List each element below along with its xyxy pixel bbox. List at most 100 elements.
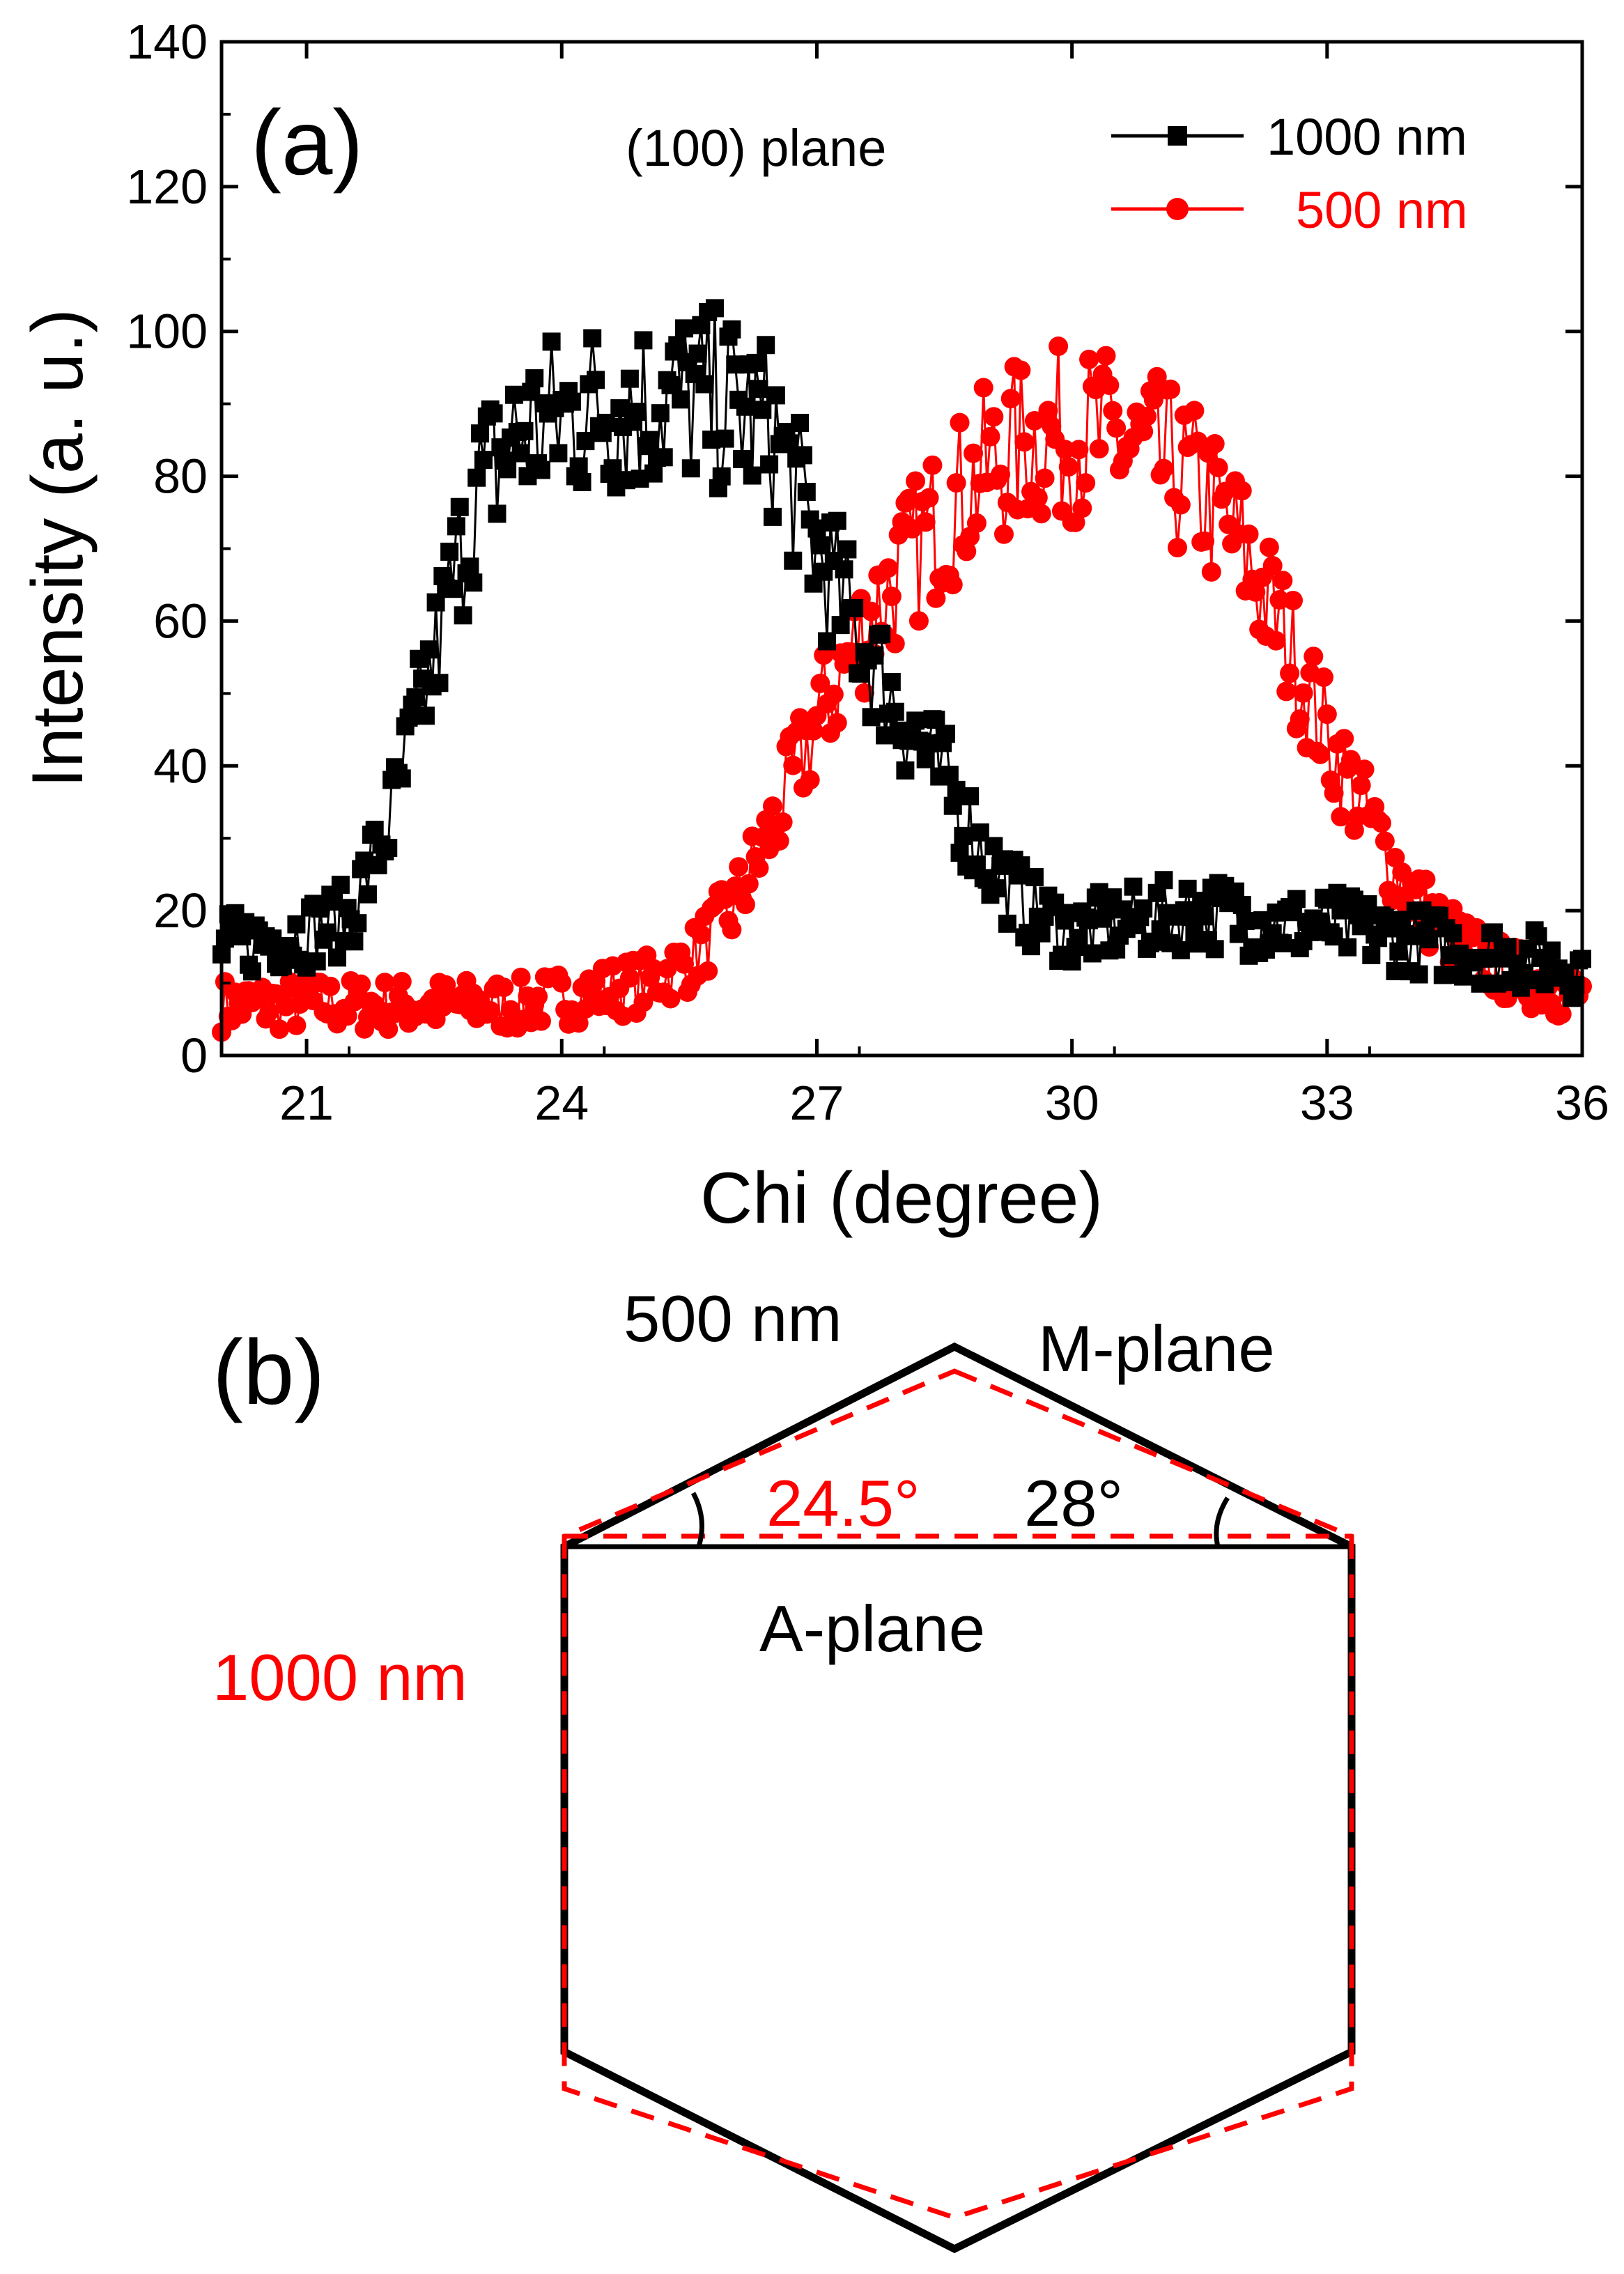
data-point [845, 598, 864, 617]
data-point [1416, 869, 1436, 890]
data-point [1089, 439, 1109, 459]
label-a-plane: A-plane [759, 1592, 985, 1665]
data-point [1392, 862, 1412, 882]
data-point [991, 464, 1011, 484]
data-point [1310, 744, 1331, 764]
data-point [549, 444, 568, 463]
data-point [1266, 631, 1286, 651]
data-point [993, 524, 1014, 544]
data-point [712, 467, 731, 486]
x-tick-label: 36 [1555, 1076, 1609, 1130]
data-point [287, 915, 306, 934]
data-point [716, 429, 734, 448]
data-point [562, 392, 581, 411]
data-point [419, 640, 438, 659]
data-point [627, 403, 646, 421]
data-point [984, 407, 1004, 427]
data-point [738, 874, 759, 894]
data-point [736, 397, 755, 416]
data-point [750, 380, 768, 399]
data-point [672, 390, 690, 409]
panel-a-chart: 21 24 27 30 33 36 0 20 40 60 80 100 120 140 (a) (100)… [17, 15, 1609, 1239]
data-point [392, 769, 411, 788]
data-point [1024, 410, 1044, 431]
data-point [1154, 458, 1174, 479]
data-point [1283, 590, 1303, 610]
data-point [769, 830, 789, 851]
data-point [331, 875, 350, 894]
data-point [908, 611, 929, 631]
data-point [964, 443, 984, 463]
hexagon-1000nm-dashed [562, 1368, 1354, 2220]
data-point [1205, 434, 1225, 454]
data-point [835, 560, 853, 579]
data-point [1338, 938, 1357, 957]
data-point [705, 299, 724, 318]
data-point [715, 889, 735, 909]
angle-arc-red [690, 1492, 704, 1548]
data-point [511, 444, 530, 463]
data-point [286, 1015, 307, 1035]
x-tick-label: 24 [534, 1076, 589, 1130]
data-point [988, 879, 1007, 898]
data-point [378, 1019, 399, 1039]
data-point [358, 885, 377, 904]
data-point [906, 471, 926, 491]
data-point [691, 925, 711, 945]
data-point [886, 702, 904, 721]
data-point [881, 587, 902, 607]
data-point [552, 973, 572, 993]
data-point [532, 461, 550, 479]
data-point [1072, 498, 1092, 518]
data-point [1170, 495, 1191, 515]
data-point [345, 932, 364, 951]
data-point [688, 344, 707, 363]
data-point [896, 761, 915, 780]
data-point [1205, 940, 1224, 959]
data-point [865, 646, 884, 665]
data-point [1259, 537, 1279, 557]
data-point [957, 541, 977, 562]
data-point [1331, 807, 1351, 827]
data-point [668, 336, 687, 355]
y-tick-label: 140 [126, 15, 208, 69]
data-point [1196, 907, 1214, 926]
data-point [943, 796, 962, 815]
x-tick-label: 30 [1045, 1076, 1099, 1130]
data-point [1032, 924, 1051, 943]
data-point [498, 460, 517, 479]
data-point [784, 551, 803, 570]
data-point [954, 826, 973, 845]
data-point [1236, 911, 1255, 930]
data-point [966, 513, 987, 533]
x-tick-label: 27 [790, 1076, 844, 1130]
data-point [447, 517, 465, 536]
data-point [1143, 389, 1163, 410]
data-point [1184, 401, 1205, 421]
data-point [980, 426, 1000, 447]
data-point [733, 449, 752, 468]
data-point [1014, 432, 1035, 452]
data-point [464, 573, 483, 592]
data-point [1287, 890, 1306, 908]
data-point [1103, 401, 1123, 421]
panel-label-a: (a) [251, 91, 363, 194]
data-point [242, 962, 261, 981]
data-point [583, 329, 602, 348]
data-point [1498, 938, 1517, 957]
data-point [474, 451, 493, 470]
data-point [762, 796, 782, 817]
data-point [743, 466, 761, 485]
data-point [735, 895, 755, 915]
data-point [348, 914, 367, 933]
data-point [1154, 871, 1173, 890]
data-point [511, 967, 531, 987]
data-point [791, 413, 810, 432]
data-point [270, 1019, 290, 1039]
data-point [644, 959, 664, 979]
data-point [644, 464, 663, 483]
data-point [1201, 562, 1221, 582]
data-point [573, 472, 591, 491]
data-point [633, 992, 654, 1012]
data-point [1317, 704, 1337, 725]
